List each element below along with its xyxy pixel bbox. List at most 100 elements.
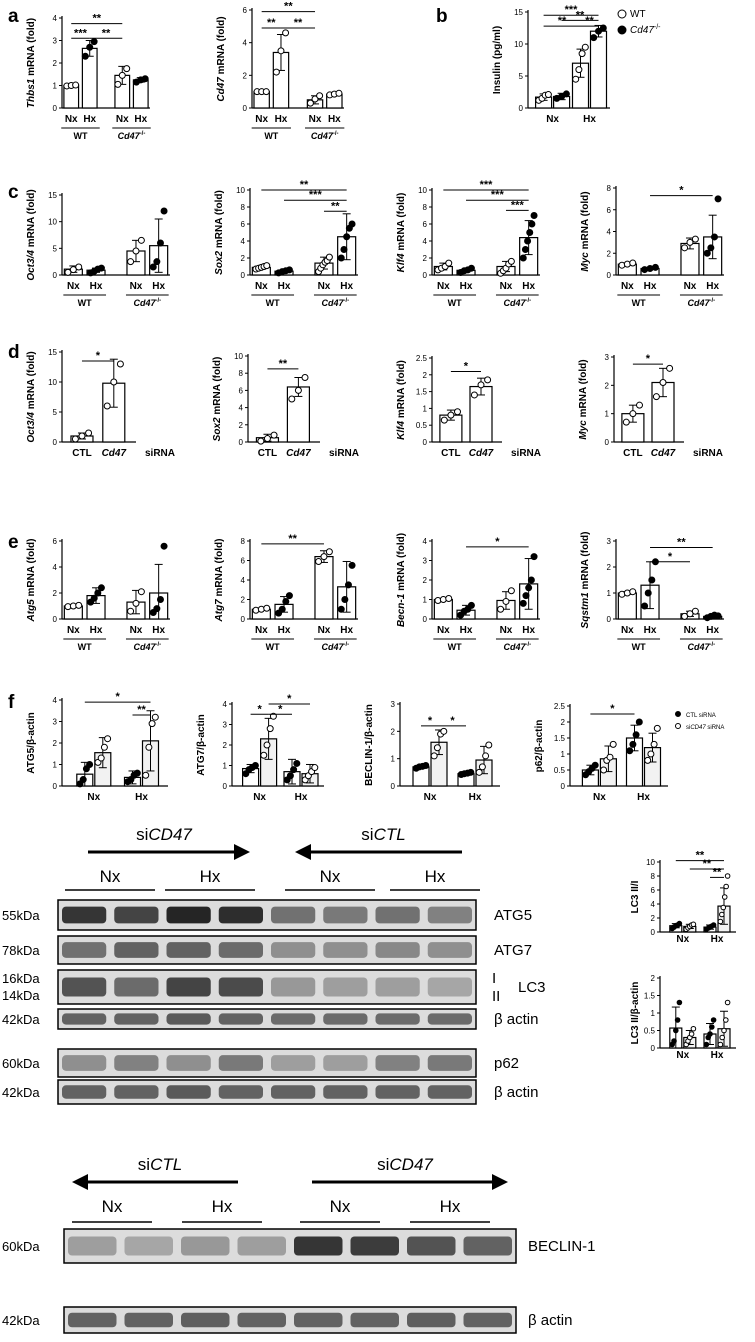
x-tick-label: Nx <box>116 114 129 125</box>
blot-band <box>294 1236 343 1256</box>
blot-band <box>375 942 420 958</box>
data-point <box>707 244 715 252</box>
data-point <box>599 24 607 32</box>
protein-label: p62 <box>494 1055 519 1072</box>
group-label-ko: Cd47-/- <box>687 298 715 308</box>
y-tick-label: 2 <box>241 596 246 605</box>
bar <box>589 30 608 109</box>
chart-f3: 0 1 2 3 BECLIN-1/β-actin Nx Hx * * <box>364 700 500 803</box>
y-axis-title: Cd47 mRNA (fold) <box>216 16 227 101</box>
data-point <box>272 68 280 76</box>
data-point <box>445 595 453 603</box>
data-point <box>690 1025 697 1032</box>
data-point <box>676 999 683 1006</box>
x-tick-label: Hx <box>711 934 724 945</box>
data-point <box>160 207 168 215</box>
y-tick-label: 0.5 <box>554 766 566 775</box>
data-point <box>262 88 270 96</box>
x-tick-label: Cd47 <box>102 448 127 459</box>
protein-label: BECLIN-1 <box>528 1238 596 1255</box>
blot-band <box>166 1013 211 1025</box>
y-tick-label: 4 <box>53 696 58 705</box>
blot-band <box>375 1013 420 1025</box>
data-point <box>485 741 493 749</box>
x-tick-label: Hx <box>706 281 719 292</box>
y-axis-title: Thbs1 mRNA (fold) <box>26 18 37 108</box>
data-point <box>710 1017 717 1023</box>
y-axis-title: Sqstm1 mRNA (fold) <box>580 532 591 629</box>
blot-band <box>114 1085 159 1099</box>
data-point <box>710 922 717 928</box>
data-point <box>521 246 529 253</box>
blot-band <box>463 1312 512 1328</box>
protein-label: ATG5 <box>494 907 532 924</box>
x-tick-label: Nx <box>65 114 78 125</box>
blot-band <box>407 1312 456 1328</box>
y-tick-label: 2 <box>53 59 58 68</box>
y-tick-label: 2 <box>423 576 428 585</box>
data-point <box>337 605 345 613</box>
data-point <box>440 727 448 735</box>
data-point <box>142 771 150 779</box>
data-point <box>714 612 722 620</box>
western-blot-1: siCD47 siCTL Nx Hx Nx Hx 55kDa ATG5 78kDa ATG7 16k… <box>2 825 546 1105</box>
blot-group-label: siCTL <box>361 825 405 844</box>
y-tick-label: 2 <box>651 974 656 983</box>
blot-band <box>323 1055 368 1071</box>
y-tick-label: 3 <box>423 557 428 566</box>
blot-band <box>68 1236 117 1256</box>
blot-band <box>407 1236 456 1256</box>
x-tick-label: Hx <box>135 792 148 803</box>
x-tick-label: Nx <box>684 625 697 636</box>
y-tick-label: 4 <box>423 237 428 246</box>
data-point <box>681 612 689 620</box>
y-tick-label: 1 <box>391 755 396 764</box>
data-point <box>600 766 608 774</box>
significance-mark: * <box>610 703 615 715</box>
data-point <box>622 418 630 426</box>
y-tick-label: 1 <box>605 410 610 419</box>
data-point <box>72 81 80 89</box>
y-tick-label: 10 <box>514 40 523 49</box>
y-tick-label: 2 <box>53 589 58 598</box>
panel-label-d: d <box>8 342 20 363</box>
y-tick-label: 3 <box>605 353 610 362</box>
data-point <box>100 743 108 751</box>
blot-band <box>181 1312 230 1328</box>
y-axis-title: LC3 II/I <box>630 880 641 913</box>
x-tick-label: Hx <box>275 114 288 125</box>
data-point <box>156 239 164 247</box>
blot-band <box>166 906 211 924</box>
data-point <box>278 605 286 613</box>
x-tick-label: Nx <box>255 114 268 125</box>
blot-band <box>350 1236 399 1256</box>
data-point <box>445 259 453 267</box>
data-point <box>148 720 156 728</box>
data-point <box>626 747 634 755</box>
data-point <box>81 52 89 60</box>
x-tick-label: Hx <box>295 792 308 803</box>
data-point <box>97 584 105 592</box>
data-point <box>629 259 637 267</box>
group-label-ko: Cd47-/- <box>503 298 531 308</box>
y-axis-title: Sox2 mRNA (fold) <box>214 190 225 275</box>
data-point <box>104 735 112 743</box>
x-tick-label: Nx <box>676 1050 689 1061</box>
data-point <box>263 741 271 749</box>
data-point <box>110 378 118 386</box>
data-point <box>703 249 711 257</box>
data-point <box>290 766 298 774</box>
y-tick-label: 3 <box>53 37 58 46</box>
data-point <box>477 381 485 389</box>
significance-mark: * <box>668 551 673 563</box>
data-point <box>635 718 643 726</box>
y-tick-label: 1 <box>423 596 428 605</box>
x-tick-label: Nx <box>130 281 143 292</box>
y-tick-label: 0 <box>519 104 524 113</box>
kda-label: 14kDa <box>2 988 40 1003</box>
protein-label: β actin <box>494 1084 538 1101</box>
blot-band <box>427 1085 472 1099</box>
protein-label: LC3 <box>518 979 546 996</box>
blot-band <box>62 906 107 924</box>
